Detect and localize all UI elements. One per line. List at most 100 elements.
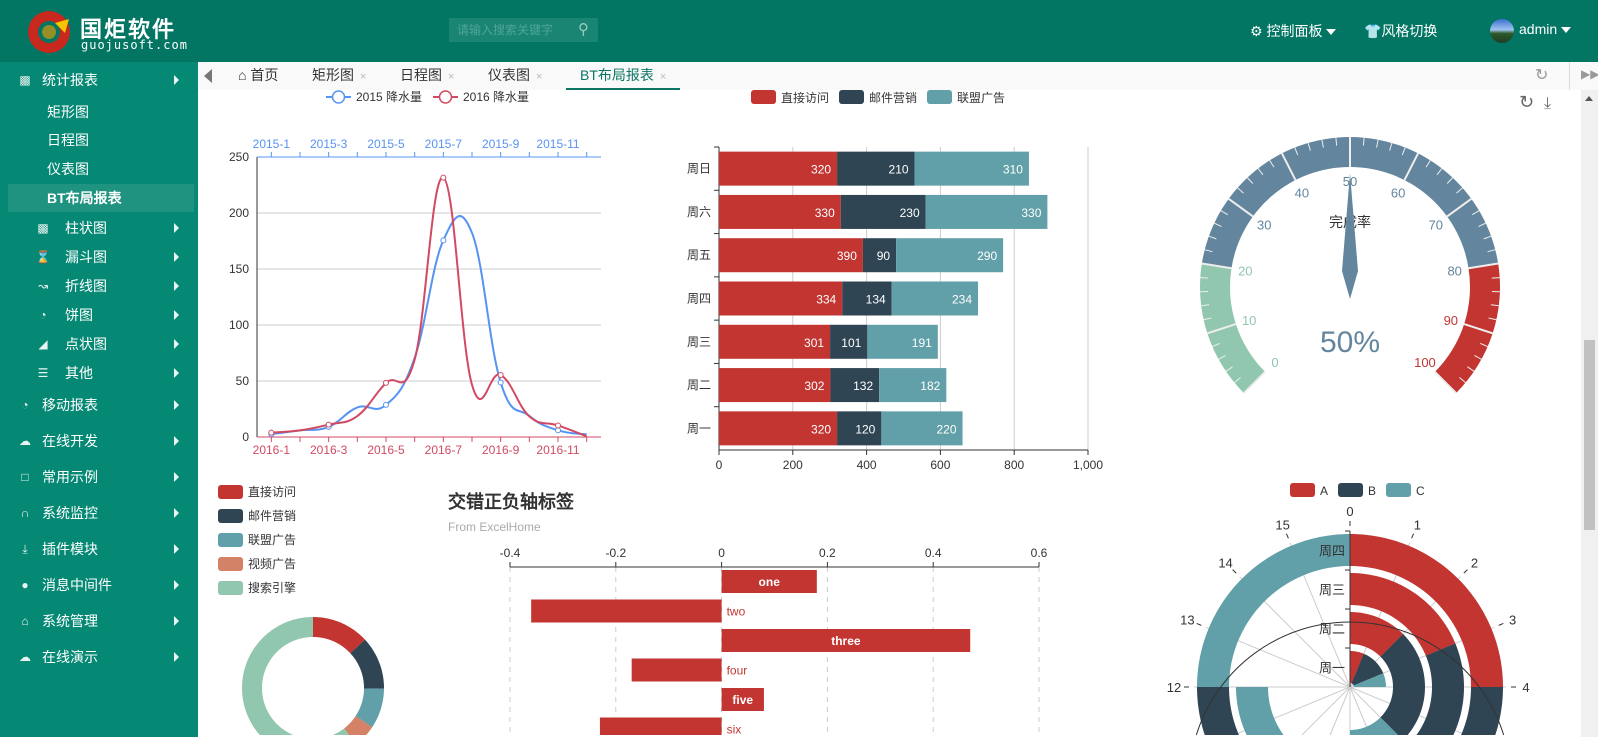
- bar-value-label: 234: [952, 293, 972, 307]
- sidebar-item[interactable]: ⌛ 漏斗图: [0, 243, 198, 271]
- sidebar-item[interactable]: ◔ 移动报表: [0, 391, 198, 419]
- gauge-tick: [1467, 366, 1475, 372]
- legend-swatch: [218, 581, 243, 595]
- gauge-tick-label: 80: [1447, 263, 1461, 278]
- legend-marker: [438, 90, 453, 104]
- gauge-split-line: [1281, 152, 1297, 181]
- bar-value-label: 390: [837, 249, 857, 263]
- sidebar-item[interactable]: 日程图: [0, 126, 198, 154]
- sidebar-item[interactable]: BT布局报表: [8, 184, 194, 212]
- polar-bar: [1351, 653, 1384, 686]
- close-icon[interactable]: ×: [536, 71, 543, 83]
- sidebar-item[interactable]: ⌂ 系统管理: [0, 607, 198, 635]
- sidebar-item-label: 其他: [65, 365, 93, 381]
- bar-value-label: 134: [866, 293, 886, 307]
- area-chart-icon: ◢: [38, 337, 48, 351]
- control-panel-menu[interactable]: ⚙ 控制面板: [1250, 21, 1337, 41]
- x-tick-label: 0.6: [1031, 546, 1048, 560]
- scroll-up-icon[interactable]: [1585, 96, 1593, 101]
- sidebar-item[interactable]: □ 常用示例: [0, 463, 198, 491]
- legend-swatch: [839, 90, 864, 104]
- y-tick-label: 250: [229, 150, 249, 164]
- dashboard-content: 0 50 100 150 200 250 2015-1 2015-3 2015-5 2015-7 2…: [198, 90, 1581, 737]
- gauge-tick: [1436, 168, 1443, 176]
- style-switch-button[interactable]: 👕风格切换: [1364, 21, 1437, 41]
- bar-value-label: 132: [853, 379, 873, 393]
- tab[interactable]: 日程图 ×: [400, 62, 454, 90]
- angle-tick: [1232, 569, 1237, 574]
- close-icon[interactable]: ×: [360, 71, 367, 83]
- pie-slice: [344, 716, 373, 735]
- legend-swatch: [751, 90, 776, 104]
- gauge-tick: [1480, 342, 1488, 348]
- tab[interactable]: 矩形图 ×: [312, 62, 366, 90]
- download-icon: ⤓: [22, 542, 28, 556]
- bar-segment: [879, 368, 947, 403]
- gauge-tick: [1459, 377, 1466, 383]
- sidebar-item[interactable]: ◔ 饼图: [0, 301, 198, 329]
- tab[interactable]: BT布局报表 ×: [566, 62, 681, 90]
- legend-swatch: [1338, 483, 1363, 497]
- sidebar-item[interactable]: ▩ 柱状图: [0, 214, 198, 242]
- gauge-tick-label: 90: [1444, 313, 1458, 328]
- sidebar-item[interactable]: 矩形图: [0, 98, 198, 126]
- logo-icon: [28, 11, 70, 53]
- bar-segment: [891, 281, 979, 316]
- pie-slice: [242, 617, 350, 735]
- scrollbar-thumb[interactable]: [1584, 340, 1595, 530]
- tab-label: 首页: [250, 67, 279, 83]
- search-input[interactable]: [449, 18, 598, 42]
- sidebar-item[interactable]: ☰ 其他: [0, 359, 198, 387]
- sidebar-item-label: 矩形图: [47, 104, 89, 120]
- refresh-icon[interactable]: ↻: [1535, 67, 1549, 84]
- polar-bar: [1380, 633, 1425, 735]
- gauge-tick: [1488, 317, 1497, 321]
- x-bottom-tick-label: 2016-9: [482, 443, 520, 457]
- gauge-tick-label: 60: [1391, 186, 1405, 201]
- vertical-scrollbar[interactable]: [1581, 90, 1598, 737]
- headphones-icon: ∩: [20, 506, 30, 520]
- split-line: [1329, 686, 1351, 736]
- chevron-right-icon: [174, 252, 179, 262]
- gauge-tick: [1269, 160, 1275, 168]
- bar: [531, 599, 722, 623]
- gauge-tick: [1201, 304, 1210, 307]
- x-bottom-tick-label: 2016-7: [425, 443, 463, 457]
- sidebar-item-label: 统计报表: [42, 72, 98, 88]
- close-icon[interactable]: ×: [659, 71, 667, 83]
- download-icon[interactable]: ⤓: [1544, 95, 1551, 112]
- sidebar-item[interactable]: ◢ 点状图: [0, 330, 198, 358]
- angle-tick-label: 2: [1471, 556, 1478, 571]
- tshirt-icon: 👕: [1364, 23, 1382, 39]
- search-icon[interactable]: ⚲: [578, 21, 589, 38]
- bar-segment: [862, 238, 897, 273]
- scroll-tabs-right-icon[interactable]: ▶▶: [1581, 67, 1598, 81]
- refresh-icon[interactable]: ↻: [1519, 92, 1534, 112]
- pie-slice: [355, 688, 384, 728]
- avatar[interactable]: [1490, 19, 1514, 43]
- chevron-right-icon: [174, 652, 179, 662]
- sidebar-item[interactable]: ● 消息中间件: [0, 571, 198, 599]
- legend-swatch: [218, 533, 243, 547]
- sidebar-item[interactable]: ☁ 在线开发: [0, 427, 198, 455]
- gauge-tick-label: 20: [1238, 263, 1252, 278]
- bar: [631, 658, 722, 682]
- divider: [1569, 62, 1570, 90]
- tab[interactable]: 仪表图 ×: [488, 62, 542, 90]
- x-tick-label: 800: [1004, 458, 1024, 472]
- sidebar-item[interactable]: ∩ 系统监控: [0, 499, 198, 527]
- sidebar-item[interactable]: ▩ 统计报表: [0, 66, 198, 94]
- y-tick-label: 150: [229, 262, 249, 276]
- gauge-tick-label: 40: [1295, 186, 1309, 201]
- scroll-tabs-left-icon[interactable]: [204, 69, 212, 83]
- sidebar-item[interactable]: ☁ 在线演示: [0, 643, 198, 671]
- sidebar-item[interactable]: 仪表图: [0, 155, 198, 183]
- sidebar-item-label: 移动报表: [42, 397, 98, 413]
- tab[interactable]: ⌂ 首页: [238, 62, 278, 90]
- sidebar-item[interactable]: ⤓ 插件模块: [0, 535, 198, 563]
- legend-label: B: [1368, 484, 1376, 498]
- user-menu[interactable]: admin: [1519, 21, 1572, 37]
- x-tick-label: 0: [716, 458, 723, 472]
- close-icon[interactable]: ×: [448, 71, 455, 83]
- sidebar-item[interactable]: ↝ 折线图: [0, 272, 198, 300]
